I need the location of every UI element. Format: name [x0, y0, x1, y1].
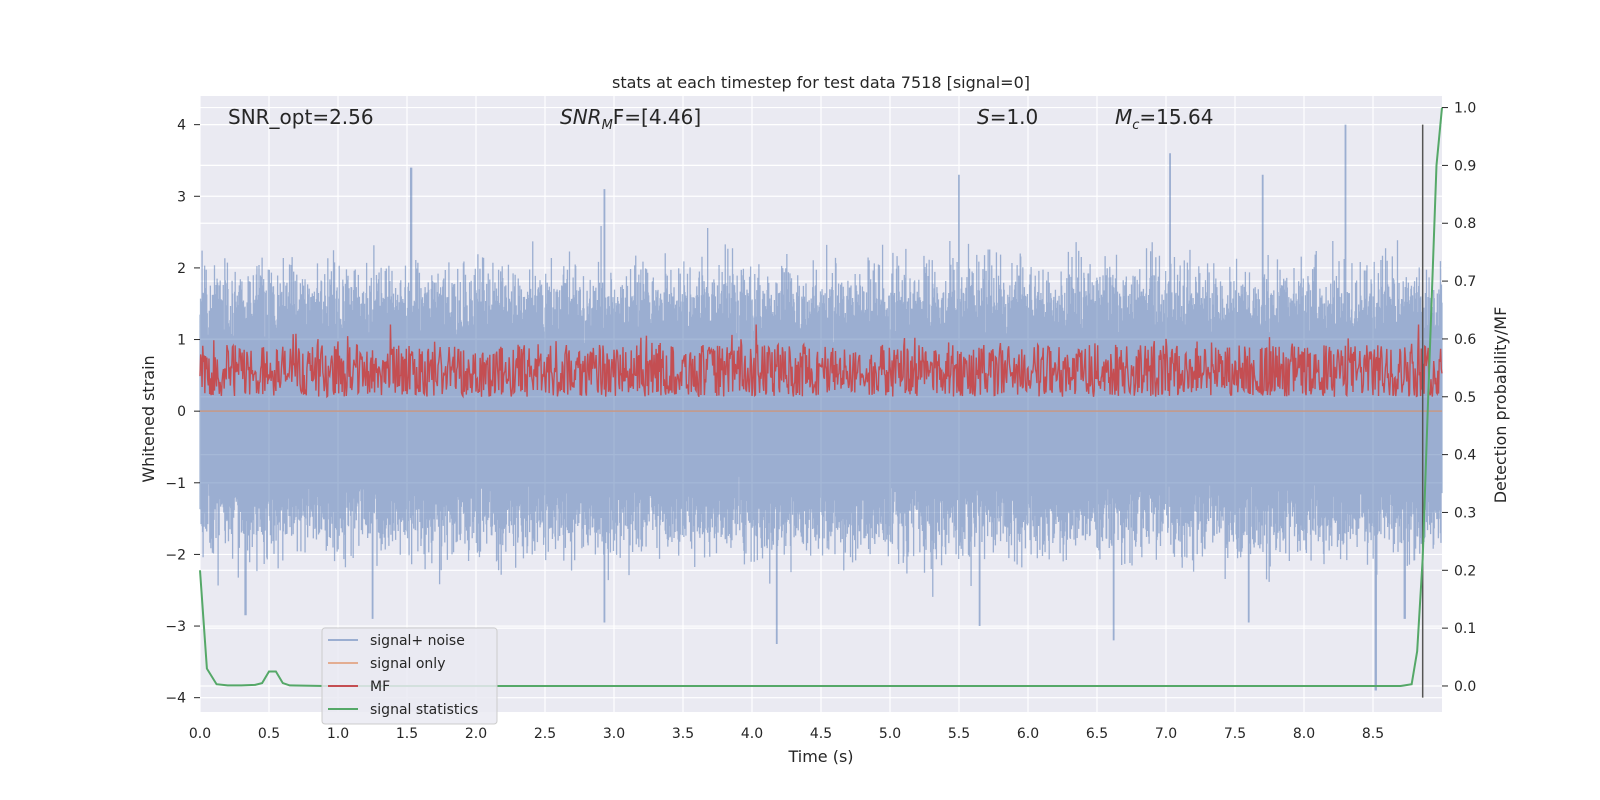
- y-right-tick-label-1: 0.9: [1454, 158, 1476, 174]
- annotation-snr-mf-rest: F=[4.46]: [613, 105, 701, 129]
- y-right-tick-label-4: 0.6: [1454, 332, 1476, 348]
- annotation-snr-mf-main: SNR: [560, 105, 602, 129]
- y-tick-label-0: 4: [177, 118, 186, 134]
- y-tick-label-5: −1: [165, 476, 186, 492]
- y-tick-label-7: −3: [165, 619, 186, 635]
- annotation-mc-main: M: [1115, 105, 1132, 129]
- y-right-tick-label-2: 0.8: [1454, 216, 1476, 232]
- x-axis-label: Time (s): [787, 747, 853, 766]
- legend-label-mf: MF: [370, 679, 390, 695]
- x-tick-label-14: 7.0: [1155, 726, 1177, 742]
- y-tick-label-8: −4: [165, 691, 186, 707]
- x-tick-label-13: 6.5: [1086, 726, 1108, 742]
- x-tick-label-4: 2.0: [465, 726, 487, 742]
- x-tick-label-16: 8.0: [1293, 726, 1315, 742]
- y-right-tick-label-6: 0.4: [1454, 448, 1476, 464]
- chart-title: stats at each timestep for test data 751…: [612, 73, 1030, 92]
- annotation-mc-rest: =15.64: [1139, 105, 1213, 129]
- x-tick-label-12: 6.0: [1017, 726, 1039, 742]
- legend-box: [321, 627, 498, 725]
- annotation-snr-opt: SNR_opt=2.56: [228, 105, 374, 129]
- axis-ticks: 0.0 0.5 1.0 1.5 2.0 2.5 3.0 3.5 4.0 4.5 5.0 5.5 6.0 6…: [165, 101, 1476, 742]
- x-tick-label-11: 5.5: [948, 726, 970, 742]
- x-tick-label-1: 0.5: [258, 726, 280, 742]
- legend-label-signal-only: signal only: [370, 656, 445, 672]
- y-tick-label-3: 1: [177, 333, 186, 349]
- annotation-snr-mf-sub: M: [602, 118, 613, 133]
- x-tick-label-7: 3.5: [672, 726, 694, 742]
- annotation-s-main: S: [977, 105, 990, 129]
- x-tick-label-15: 7.5: [1224, 726, 1246, 742]
- x-tick-label-5: 2.5: [534, 726, 556, 742]
- annotation-s-rest: =1.0: [990, 105, 1039, 129]
- y-right-tick-label-9: 0.1: [1454, 621, 1476, 637]
- x-tick-label-8: 4.0: [741, 726, 763, 742]
- x-tick-label-6: 3.0: [603, 726, 625, 742]
- x-tick-label-9: 4.5: [810, 726, 832, 742]
- x-tick-label-10: 5.0: [879, 726, 901, 742]
- y-right-tick-label-0: 1.0: [1454, 101, 1476, 117]
- y-right-tick-label-7: 0.3: [1454, 505, 1476, 521]
- legend-label-signal-noise: signal+ noise: [370, 633, 465, 649]
- y-right-tick-label-8: 0.2: [1454, 563, 1476, 579]
- y-tick-label-6: −2: [165, 547, 186, 563]
- annotation-mc-sub: c: [1132, 118, 1139, 133]
- x-tick-label-0: 0.0: [189, 726, 211, 742]
- legend-label-signal-statistics: signal statistics: [370, 702, 478, 718]
- y-tick-label-2: 2: [177, 261, 186, 277]
- y-right-tick-label-5: 0.5: [1454, 390, 1476, 406]
- series-mf: [199, 324, 1443, 399]
- y-tick-label-4: 0: [177, 404, 186, 420]
- annotation-snr-mf: SNRMF=[4.46]: [560, 105, 701, 133]
- y-right-tick-label-3: 0.7: [1454, 274, 1476, 290]
- x-tick-label-17: 8.5: [1362, 726, 1384, 742]
- x-tick-label-2: 1.0: [327, 726, 349, 742]
- annotation-s: S=1.0: [977, 105, 1038, 129]
- y-tick-label-1: 3: [177, 189, 186, 205]
- annotation-mc: Mc=15.64: [1115, 105, 1213, 133]
- y-axis-label: Whitened strain: [139, 355, 158, 482]
- legend: signal+ noise signal only MF signal stat…: [321, 627, 498, 725]
- y-right-tick-label-10: 0.0: [1454, 679, 1476, 695]
- x-tick-label-3: 1.5: [396, 726, 418, 742]
- y-right-axis-label: Detection probability/MF: [1491, 307, 1510, 504]
